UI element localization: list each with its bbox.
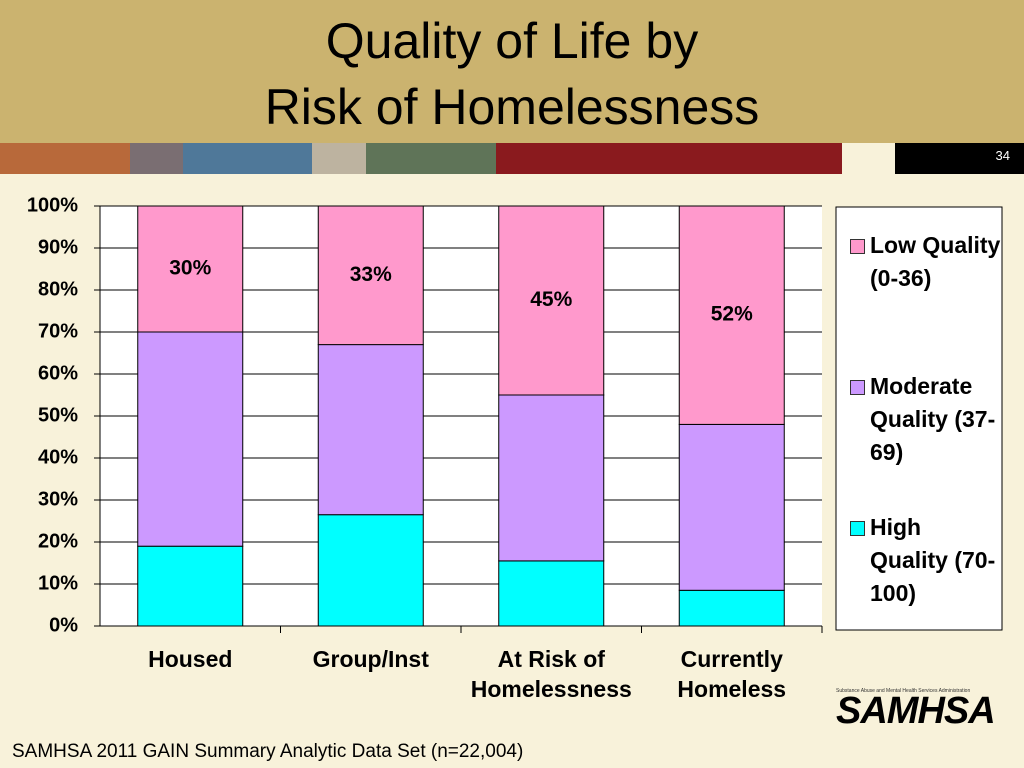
y-tick-label: 30% (38, 488, 78, 510)
stripe (0, 143, 130, 174)
stripe (312, 143, 366, 174)
bar-segment (498, 394, 605, 562)
x-tick-label: At Risk of Homelessness (470, 646, 632, 702)
logo: SAMHSA (836, 690, 996, 732)
x-tick-label: Currently Homeless (677, 646, 787, 702)
y-tick-label: 80% (38, 278, 78, 300)
value-label: 33% (350, 263, 392, 286)
legend-label: Low Quality (0-36) (870, 232, 1001, 291)
slide-number: 34 (995, 148, 1010, 163)
logo-subtitle: Substance Abuse and Mental Health Servic… (836, 688, 971, 694)
stripe (130, 143, 183, 174)
stripe (183, 143, 312, 174)
header: Quality of Life by Risk of Homelessness (0, 0, 1024, 143)
source: SAMHSA 2011 GAIN Summary Analytic Data S… (12, 741, 524, 762)
value-label: 52% (711, 303, 753, 326)
bar-segment (498, 205, 605, 396)
title-line: Risk of Homelessness (264, 79, 760, 135)
x-tick-label: Housed (148, 646, 233, 672)
legend-swatch (850, 239, 865, 254)
stripe (496, 143, 842, 174)
bar-segment (678, 205, 785, 425)
legend-label: High Quality (70-100) (870, 514, 996, 606)
x-tick-label: Group/Inst (312, 646, 429, 672)
stripe (895, 143, 1024, 174)
bar-segment (137, 331, 244, 547)
stripe (366, 143, 496, 174)
value-label: 30% (169, 257, 211, 280)
bar-segment (317, 344, 424, 516)
bar-segment (137, 205, 244, 333)
y-tick-label: 60% (38, 362, 78, 384)
bar-segment (678, 423, 785, 591)
legend-swatch (850, 380, 865, 395)
y-tick-label: 100% (27, 194, 78, 216)
y-tick-label: 10% (38, 572, 78, 594)
title-line: Quality of Life by (325, 13, 699, 69)
bar-segment (678, 589, 785, 627)
bar-segment (498, 560, 605, 627)
bar-segment (137, 545, 244, 627)
bar-segment (317, 514, 424, 627)
y-tick-label: 40% (38, 446, 78, 468)
legend-swatch (850, 521, 865, 536)
legend-label: Moderate Quality (37-69) (870, 373, 996, 465)
y-tick-label: 70% (38, 320, 78, 342)
y-tick-label: 0% (49, 614, 78, 636)
legend-box (835, 206, 1003, 631)
y-tick-label: 20% (38, 530, 78, 552)
y-tick-label: 50% (38, 404, 78, 426)
y-tick-label: 90% (38, 236, 78, 258)
value-label: 45% (530, 288, 572, 311)
bar-segment (317, 205, 424, 346)
